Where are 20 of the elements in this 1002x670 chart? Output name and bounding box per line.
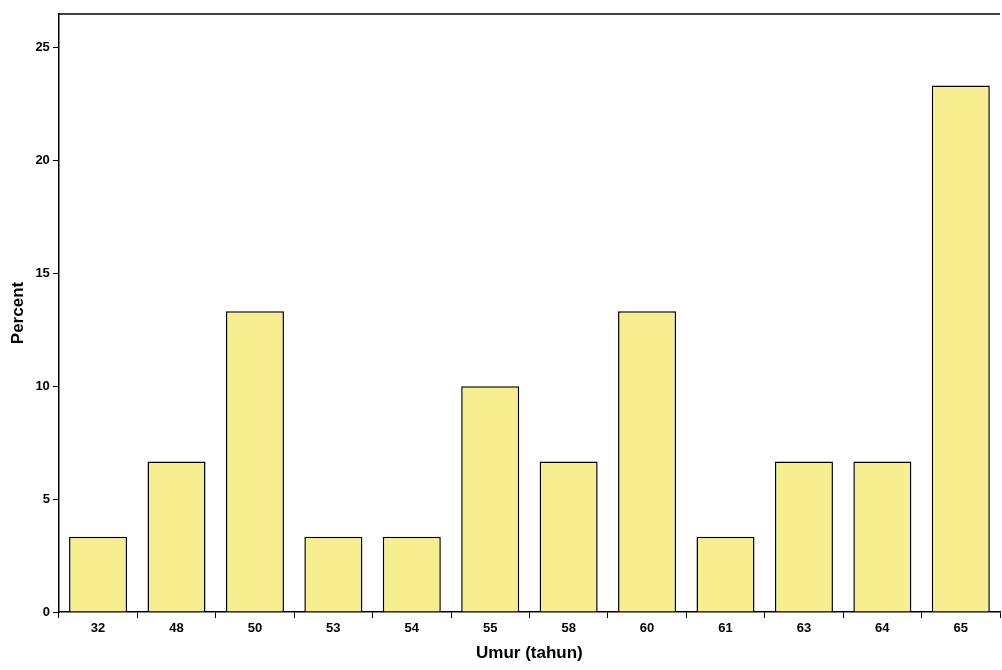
y-tick-label: 25 (35, 39, 50, 55)
x-tick-label: 48 (169, 620, 184, 636)
x-axis-title: Umur (tahun) (476, 643, 583, 663)
x-tick-label: 55 (482, 620, 498, 636)
x-tick-label: 32 (90, 620, 106, 636)
x-tick-label: 64 (875, 620, 891, 636)
x-tick-label: 61 (718, 620, 733, 636)
y-tick-label: 0 (42, 603, 50, 619)
x-tick-label: 54 (404, 620, 420, 636)
y-tick-label: 10 (35, 377, 50, 393)
x-tick-label: 60 (639, 620, 655, 636)
x-tick-label: 58 (561, 620, 576, 636)
x-tick-label: 65 (953, 620, 969, 636)
y-tick-label: 5 (42, 490, 50, 506)
x-tick-label: 53 (326, 620, 341, 636)
y-axis-title: Percent (7, 281, 27, 345)
x-tick-label: 63 (796, 620, 812, 636)
y-tick-label: 15 (35, 265, 50, 281)
x-tick-label: 50 (247, 620, 263, 636)
y-tick-label: 20 (35, 152, 50, 168)
